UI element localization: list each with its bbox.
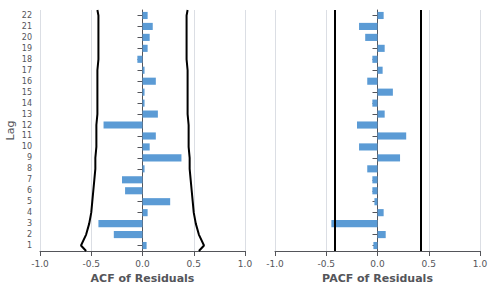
svg-text:0.5: 0.5	[187, 259, 201, 269]
svg-text:0.0: 0.0	[135, 259, 150, 269]
svg-text:15: 15	[22, 88, 32, 97]
svg-text:PACF of Residuals: PACF of Residuals	[322, 272, 433, 285]
svg-text:17: 17	[22, 66, 32, 75]
svg-text:20: 20	[22, 33, 32, 42]
svg-text:1: 1	[27, 241, 32, 250]
svg-text:1.0: 1.0	[238, 259, 253, 269]
svg-text:11: 11	[22, 131, 32, 140]
svg-text:14: 14	[22, 99, 32, 108]
svg-text:18: 18	[22, 55, 32, 64]
svg-text:2: 2	[27, 230, 32, 239]
svg-text:4: 4	[27, 208, 32, 217]
svg-text:22: 22	[22, 11, 32, 20]
svg-text:-1.0: -1.0	[31, 259, 49, 269]
svg-text:7: 7	[27, 175, 32, 184]
svg-text:3: 3	[27, 219, 32, 228]
svg-text:-1.0: -1.0	[266, 259, 284, 269]
svg-text:8: 8	[27, 164, 32, 173]
svg-text:16: 16	[22, 77, 32, 86]
svg-text:10: 10	[22, 142, 32, 151]
svg-text:-0.5: -0.5	[317, 259, 335, 269]
svg-text:Lag: Lag	[4, 121, 17, 141]
svg-text:0.0: 0.0	[370, 259, 385, 269]
svg-text:-0.5: -0.5	[82, 259, 100, 269]
svg-text:19: 19	[22, 44, 32, 53]
svg-text:12: 12	[22, 121, 32, 130]
svg-text:13: 13	[22, 110, 32, 119]
svg-text:0.5: 0.5	[422, 259, 436, 269]
svg-text:1.0: 1.0	[473, 259, 488, 269]
svg-text:ACF of Residuals: ACF of Residuals	[91, 272, 195, 285]
svg-text:9: 9	[27, 153, 32, 162]
svg-text:5: 5	[27, 197, 32, 206]
svg-text:21: 21	[22, 22, 32, 31]
svg-text:6: 6	[27, 186, 32, 195]
